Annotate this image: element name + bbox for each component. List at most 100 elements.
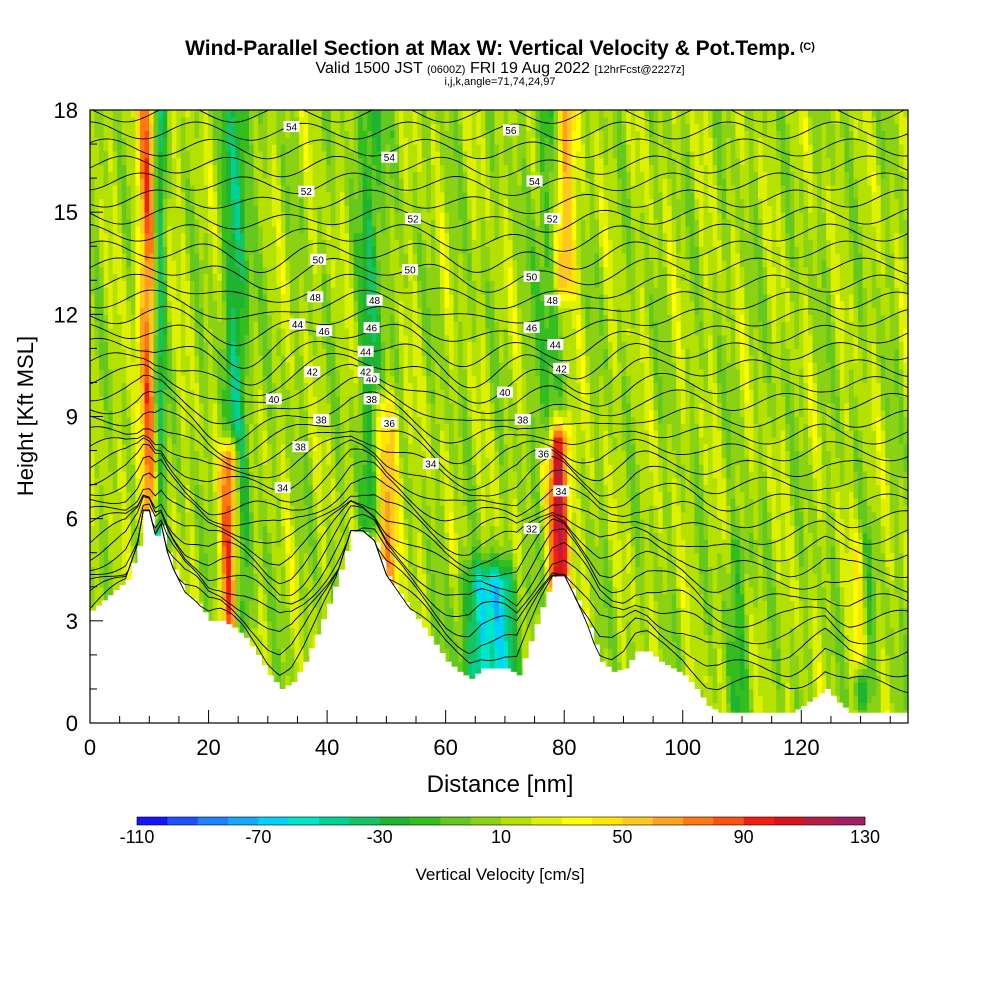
velocity-cell [330,253,336,261]
velocity-cell [167,287,173,295]
velocity-cell [289,362,296,370]
velocity-cell [262,654,268,663]
velocity-cell [203,232,209,241]
velocity-cell [335,191,341,200]
velocity-cell [212,375,218,384]
velocity-cell [326,382,332,390]
velocity-cell [289,450,296,458]
velocity-cell [185,525,191,533]
velocity-cell [294,314,300,322]
velocity-cell [171,212,177,220]
velocity-cell [158,314,164,322]
velocity-cell [271,307,277,315]
velocity-cell [176,443,182,452]
velocity-cell [221,607,227,615]
velocity-cell [249,157,255,166]
velocity-cell [103,545,109,554]
velocity-cell [144,198,150,206]
velocity-cell [130,123,137,132]
velocity-cell [167,300,173,309]
velocity-cell [230,287,237,295]
velocity-cell [276,457,282,465]
velocity-cell [108,246,114,254]
velocity-cell [335,443,341,452]
velocity-cell [189,518,196,527]
velocity-cell [271,239,277,247]
velocity-cell [294,566,300,574]
velocity-cell [285,654,291,663]
velocity-cell [285,573,291,581]
velocity-cell [117,416,123,424]
velocity-cell [108,525,114,533]
velocity-cell [139,477,146,486]
velocity-cell [185,396,191,404]
velocity-cell [90,225,96,234]
velocity-cell [203,218,209,227]
velocity-cell [144,450,150,458]
velocity-cell [285,552,291,561]
velocity-cell [135,130,141,138]
velocity-cell [253,287,259,295]
velocity-cell [180,287,187,295]
velocity-cell [289,409,296,418]
velocity-cell [253,266,259,275]
velocity-cell [130,218,137,227]
velocity-cell [94,300,100,309]
velocity-cell [135,205,141,213]
velocity-cell [130,178,137,186]
velocity-cell [271,144,277,152]
velocity-cell [321,396,327,404]
velocity-cell [217,253,223,261]
velocity-cell [280,225,287,234]
velocity-cell [280,443,287,452]
velocity-cell [176,484,182,493]
velocity-cell [144,171,150,179]
velocity-cell [258,198,264,206]
velocity-cell [139,348,146,356]
velocity-cell [130,321,137,329]
velocity-cell [235,212,241,220]
velocity-cell [189,579,196,588]
velocity-cell [280,586,287,595]
velocity-cell [117,191,123,200]
velocity-cell [180,545,187,554]
velocity-cell [249,239,255,247]
velocity-cell [103,212,109,220]
velocity-cell [330,266,336,275]
velocity-cell [212,321,218,329]
velocity-cell [289,164,296,172]
velocity-cell [139,225,146,234]
velocity-cell [135,505,141,513]
velocity-cell [335,341,341,349]
velocity-cell [121,477,127,486]
velocity-cell [262,130,268,138]
velocity-cell [185,573,191,581]
velocity-cell [94,164,100,172]
velocity-cell [285,341,291,349]
velocity-cell [249,593,255,601]
velocity-cell [126,198,132,206]
velocity-cell [149,321,155,329]
velocity-cell [217,280,223,288]
velocity-cell [312,511,318,520]
velocity-cell [176,212,182,220]
velocity-cell [262,600,268,608]
velocity-cell [230,436,237,445]
velocity-cell [212,110,218,118]
velocity-cell [308,321,314,329]
velocity-cell [230,232,237,241]
velocity-cell [208,273,214,281]
velocity-cell [189,382,196,390]
velocity-cell [99,450,105,458]
velocity-cell [121,511,127,520]
velocity-cell [217,266,223,275]
velocity-cell [117,239,123,247]
velocity-cell [249,607,255,615]
velocity-cell [121,552,127,561]
velocity-cell [185,382,191,390]
velocity-cell [262,198,268,206]
velocity-cell [130,212,137,220]
velocity-cell [199,116,205,125]
velocity-cell [94,205,100,213]
velocity-cell [285,430,291,438]
